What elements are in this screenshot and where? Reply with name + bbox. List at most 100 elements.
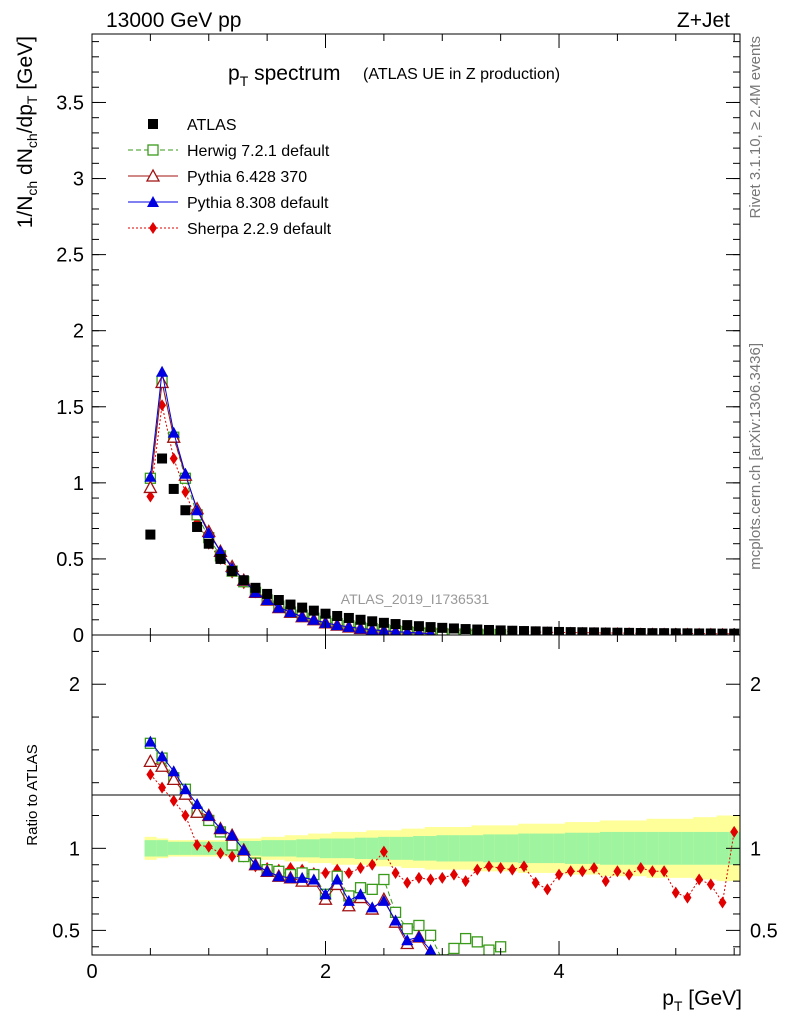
point-pythia8 bbox=[261, 865, 274, 877]
spectrum-panel: 0 0.5 1 1.5 2 2.5 3 3.5 ATLAS_2019_I1736531 pT … bbox=[14, 33, 741, 647]
uncertainty-band-inner bbox=[179, 841, 192, 855]
uncertainty-band-inner bbox=[331, 838, 344, 859]
point-sherpa bbox=[566, 865, 575, 878]
point-sherpa bbox=[158, 781, 167, 794]
point-atlas bbox=[355, 614, 366, 625]
point-herwig bbox=[448, 942, 460, 955]
uncertainty-band-inner bbox=[564, 832, 578, 864]
point-atlas bbox=[390, 619, 401, 630]
point-atlas bbox=[577, 627, 588, 635]
point-sherpa bbox=[531, 876, 540, 889]
point-pythia8 bbox=[307, 873, 320, 885]
point-atlas bbox=[145, 529, 156, 540]
y-tick-label: 3 bbox=[73, 169, 84, 191]
x-tick-label: 2 bbox=[320, 961, 331, 983]
point-atlas bbox=[483, 624, 494, 635]
point-sherpa bbox=[613, 865, 622, 878]
series-atlas bbox=[145, 453, 740, 635]
point-herwig bbox=[471, 936, 483, 948]
svg-text:pT spectrum: pT spectrum bbox=[228, 62, 340, 89]
point-pythia8 bbox=[354, 888, 367, 900]
title-sub: T bbox=[240, 73, 249, 89]
point-sherpa bbox=[660, 865, 669, 878]
point-pythia8 bbox=[331, 619, 344, 631]
point-pythia6 bbox=[143, 754, 158, 768]
point-pythia8 bbox=[179, 783, 192, 795]
point-atlas bbox=[659, 628, 670, 635]
uncertainty-band-inner bbox=[144, 840, 157, 857]
watermark: ATLAS_2019_I1736531 bbox=[341, 591, 490, 607]
y-tick-label: 2 bbox=[73, 321, 84, 343]
point-herwig bbox=[483, 944, 495, 955]
point-herwig bbox=[226, 839, 238, 851]
point-sherpa bbox=[578, 865, 587, 878]
uncertainty-band-inner bbox=[261, 840, 274, 857]
point-pythia8 bbox=[284, 606, 297, 618]
point-pythia6 bbox=[166, 772, 181, 786]
uncertainty-band-inner bbox=[669, 831, 683, 865]
point-atlas bbox=[297, 602, 308, 613]
point-atlas bbox=[682, 628, 693, 635]
uncertainty-band-inner bbox=[716, 831, 729, 865]
point-atlas bbox=[227, 566, 238, 577]
point-sherpa bbox=[636, 862, 645, 875]
point-pythia8 bbox=[156, 750, 169, 762]
point-atlas bbox=[448, 623, 459, 634]
point-sherpa bbox=[449, 868, 458, 881]
mcplots-info: mcplots.cern.ch [arXiv:1306.3436] bbox=[747, 343, 764, 570]
point-atlas bbox=[460, 624, 471, 635]
y-tick-label: 3.5 bbox=[56, 92, 84, 114]
point-herwig bbox=[424, 929, 437, 941]
point-sherpa bbox=[683, 891, 692, 904]
uncertainty-band-inner bbox=[308, 839, 321, 858]
ratio-panel: 0.5 0.5 1 1 2 2 0 2 4 Ratio to ATLAS pT [GeV] bbox=[24, 634, 778, 1014]
point-sherpa bbox=[648, 865, 657, 878]
uncertainty-band-inner bbox=[529, 833, 543, 864]
legend-entry-sherpa: Sherpa 2.2.9 default bbox=[128, 221, 332, 238]
point-pythia8 bbox=[202, 809, 215, 821]
point-sherpa bbox=[169, 794, 178, 807]
uncertainty-band-inner bbox=[296, 839, 309, 858]
uncertainty-band-inner bbox=[611, 831, 624, 865]
uncertainty-band-inner bbox=[436, 835, 449, 862]
point-atlas bbox=[262, 588, 273, 599]
point-pythia8 bbox=[249, 858, 262, 870]
spectrum-ylabel: 1/Nch dNch/dpT [GeV] bbox=[14, 36, 40, 228]
point-sherpa bbox=[204, 840, 213, 853]
point-pythia8 bbox=[402, 626, 412, 635]
uncertainty-band-inner bbox=[541, 833, 554, 864]
uncertainty-band-inner bbox=[576, 832, 589, 864]
point-sherpa bbox=[146, 490, 155, 503]
point-sherpa bbox=[438, 871, 447, 884]
point-pythia8 bbox=[226, 829, 239, 841]
point-atlas bbox=[624, 627, 635, 635]
point-atlas bbox=[168, 483, 179, 494]
title-tail: spectrum bbox=[248, 62, 340, 85]
ratio-y-tick-label-right: 0.5 bbox=[750, 920, 778, 942]
legend-marker bbox=[145, 168, 161, 182]
point-sherpa bbox=[391, 866, 400, 879]
point-pythia8 bbox=[424, 944, 437, 955]
point-atlas bbox=[694, 628, 705, 635]
uncertainty-band-inner bbox=[471, 835, 484, 862]
legend-entry-pythia8: Pythia 8.308 default bbox=[128, 195, 329, 212]
point-herwig bbox=[413, 919, 425, 932]
point-sherpa bbox=[169, 452, 178, 465]
y-tick-label: 0.5 bbox=[56, 549, 84, 571]
point-pythia8 bbox=[202, 527, 215, 539]
ratio-y-tick-label: 2 bbox=[69, 674, 80, 696]
uncertainty-band-inner bbox=[623, 831, 636, 865]
point-pythia8 bbox=[390, 625, 401, 635]
uncertainty-band-inner bbox=[646, 831, 659, 865]
title-main: p bbox=[228, 62, 240, 85]
legend-entry-pythia6: Pythia 6.428 370 bbox=[128, 168, 307, 186]
legend-marker bbox=[147, 144, 159, 156]
point-sherpa bbox=[181, 809, 190, 822]
ratio-y-tick-label: 1 bbox=[69, 838, 80, 860]
point-sherpa bbox=[555, 868, 564, 881]
point-atlas bbox=[717, 628, 728, 635]
point-pythia8 bbox=[214, 545, 227, 557]
point-atlas bbox=[180, 505, 191, 516]
legend-label: Pythia 8.308 default bbox=[187, 195, 329, 212]
ratio-frame bbox=[91, 634, 741, 956]
